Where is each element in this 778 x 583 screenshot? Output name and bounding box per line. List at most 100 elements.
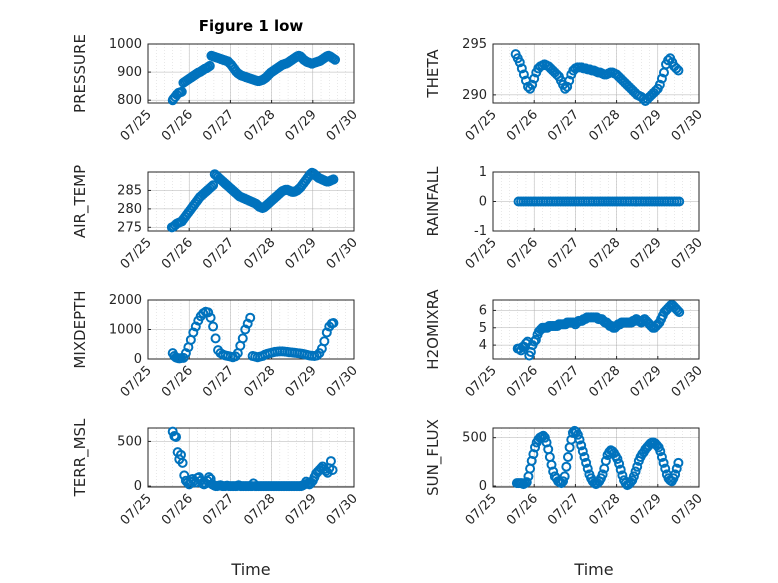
data-point — [527, 79, 538, 90]
data-point — [328, 174, 339, 185]
data-point — [558, 476, 569, 487]
data-point — [237, 333, 248, 344]
data-points — [167, 306, 339, 364]
data-points — [167, 50, 341, 106]
data-point — [188, 327, 199, 338]
data-point — [671, 463, 682, 474]
data-point — [171, 431, 182, 442]
data-point — [632, 461, 643, 472]
data-point — [328, 318, 339, 329]
data-point — [670, 469, 681, 480]
x-axis-label-left: Time — [230, 560, 270, 579]
data-point — [572, 429, 583, 440]
data-point — [615, 464, 626, 475]
y-tick-label: 280 — [117, 202, 142, 217]
axes-frame — [492, 43, 700, 104]
data-points — [166, 167, 339, 233]
data-point — [321, 327, 332, 338]
figure-title: Figure 1 low — [199, 17, 304, 35]
y-axis-label: AIR_TEMP — [71, 165, 90, 238]
data-point — [581, 457, 592, 468]
data-point — [208, 321, 219, 332]
data-point — [203, 307, 214, 318]
y-tick-label: 2000 — [109, 293, 142, 308]
y-tick-label: 275 — [117, 220, 142, 235]
data-point — [656, 452, 667, 463]
data-point — [655, 446, 666, 457]
data-point — [325, 456, 336, 467]
y-tick-label: 0 — [134, 479, 142, 494]
data-points — [510, 49, 684, 106]
data-point — [628, 471, 639, 482]
data-point — [206, 181, 217, 192]
data-point — [516, 63, 527, 74]
y-axis-label: THETA — [424, 49, 442, 99]
data-points — [512, 300, 685, 361]
y-tick-label: 900 — [117, 65, 142, 80]
data-point — [330, 54, 341, 65]
y-tick-label: 5 — [479, 321, 487, 336]
data-point — [176, 86, 187, 97]
data-point — [564, 75, 575, 86]
data-point — [561, 461, 572, 472]
y-tick-label: 295 — [462, 37, 487, 52]
data-point — [672, 305, 683, 316]
data-point — [562, 452, 573, 463]
data-point — [210, 333, 221, 344]
y-tick-label: 6 — [479, 303, 487, 318]
data-point — [660, 463, 671, 474]
data-point — [311, 350, 322, 361]
y-tick-label: 800 — [117, 93, 142, 108]
data-point — [322, 467, 333, 478]
data-point — [579, 452, 590, 463]
axes-frame — [492, 299, 700, 360]
y-tick-label: 0 — [479, 195, 487, 210]
y-axis-label: SUN_FLUX — [424, 419, 443, 496]
data-point — [577, 446, 588, 457]
data-point — [582, 463, 593, 474]
data-point — [205, 312, 216, 323]
data-point — [177, 457, 188, 468]
data-point — [658, 457, 669, 468]
data-point — [514, 57, 525, 68]
data-point — [562, 81, 573, 92]
data-point — [671, 63, 682, 74]
y-tick-label: 1000 — [109, 37, 142, 52]
data-point — [612, 453, 623, 464]
y-tick-label: 1 — [479, 165, 487, 180]
data-points — [513, 196, 685, 207]
y-axis-label: RAINFALL — [424, 166, 442, 237]
y-tick-label: 4 — [479, 338, 487, 353]
data-point — [180, 348, 191, 359]
data-point — [597, 469, 608, 480]
data-point — [673, 65, 684, 76]
data-point — [576, 440, 587, 451]
axes-frame — [492, 171, 700, 232]
y-tick-label: 290 — [462, 88, 487, 103]
data-point — [204, 60, 215, 71]
data-point — [529, 73, 540, 84]
y-axis-label: PRESSURE — [71, 34, 89, 113]
data-point — [559, 471, 570, 482]
y-tick-label: -1 — [474, 224, 487, 239]
data-point — [327, 465, 338, 476]
x-axis-label-right: Time — [573, 560, 613, 579]
data-point — [539, 432, 550, 443]
data-point — [638, 93, 649, 104]
data-point — [560, 83, 571, 94]
y-axis-label: TERR_MSL — [71, 418, 90, 497]
y-tick-label: 1000 — [109, 323, 142, 338]
data-point — [518, 69, 529, 80]
y-axis-label: MIXDEPTH — [71, 290, 89, 368]
axes-frame — [147, 171, 355, 232]
data-point — [242, 318, 253, 329]
data-point — [614, 458, 625, 469]
data-point — [654, 79, 665, 90]
data-point — [656, 73, 667, 84]
data-point — [530, 334, 541, 345]
data-point — [600, 455, 611, 466]
data-point — [190, 321, 201, 332]
data-point — [521, 477, 532, 488]
axes-frame — [147, 43, 355, 104]
y-axis-label: H2OMIXRA — [424, 289, 442, 370]
